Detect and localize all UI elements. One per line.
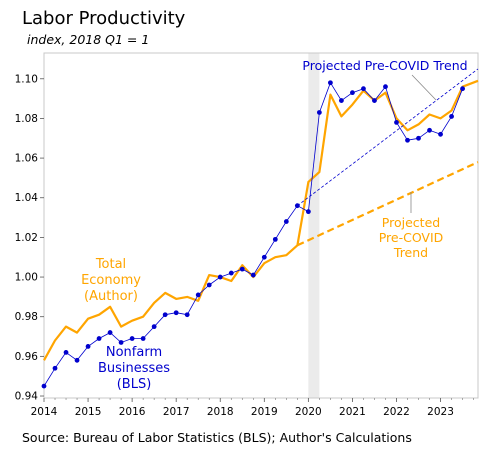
series-total-economy-line xyxy=(43,79,479,361)
chart-title: Labor Productivity xyxy=(22,8,186,29)
nonfarm-point xyxy=(118,340,124,345)
nonfarm-label: (BLS) xyxy=(117,377,152,392)
nonfarm-point xyxy=(316,110,322,115)
nonfarm-point xyxy=(217,274,223,280)
nonfarm-point xyxy=(184,312,190,318)
y-tick-label: 0.96 xyxy=(15,351,39,363)
projected-nonfarm-label: Projected Pre-COVID Trend xyxy=(302,58,467,73)
projected-nonfarm-leader xyxy=(411,74,437,101)
nonfarm-point xyxy=(305,209,311,215)
axes-layer: 0.94 0.96 0.98 1.00 1.02 1.04 1.06 1.08 1.10 2014… xyxy=(15,52,479,418)
nonfarm-point xyxy=(52,365,58,371)
projected-total-label: Projected xyxy=(382,215,440,230)
nonfarm-label: Businesses xyxy=(98,361,170,376)
nonfarm-point xyxy=(272,236,278,242)
nonfarm-point xyxy=(361,86,366,92)
nonfarm-point xyxy=(85,344,91,349)
x-tick-label: 2023 xyxy=(427,406,454,418)
nonfarm-point xyxy=(63,349,69,355)
nonfarm-point xyxy=(129,336,135,341)
y-tick-label: 1.06 xyxy=(15,153,39,165)
x-tick-label: 2014 xyxy=(31,406,58,418)
x-tick-label: 2017 xyxy=(163,406,190,418)
nonfarm-point xyxy=(372,98,377,103)
plot-frame xyxy=(43,52,479,399)
y-tick-label: 1.02 xyxy=(15,232,38,244)
y-tick-label: 0.94 xyxy=(15,391,39,403)
nonfarm-point xyxy=(140,336,146,341)
y-tick-label: 1.08 xyxy=(15,113,38,125)
y-tick-label: 0.98 xyxy=(15,311,38,323)
nonfarm-point xyxy=(41,383,47,389)
total-economy-label: Economy xyxy=(81,273,141,288)
nonfarm-point xyxy=(339,98,344,103)
x-tick-label: 2021 xyxy=(339,406,366,418)
nonfarm-point xyxy=(195,292,201,298)
nonfarm-point xyxy=(74,357,80,363)
total-economy-label: Total xyxy=(95,257,126,272)
nonfarm-point xyxy=(405,137,410,143)
projection-nonfarm-line xyxy=(297,68,479,207)
nonfarm-point xyxy=(162,312,168,318)
shade-layer xyxy=(308,53,320,398)
nonfarm-point xyxy=(261,254,267,260)
projected-total-label: Trend xyxy=(393,245,428,260)
nonfarm-point xyxy=(173,310,179,316)
series-layer xyxy=(41,68,479,389)
x-tick-label: 2015 xyxy=(75,406,102,418)
x-tick-label: 2018 xyxy=(207,406,234,418)
nonfarm-point xyxy=(394,119,399,125)
nonfarm-point xyxy=(107,330,113,335)
nonfarm-point xyxy=(283,219,289,224)
x-tick-label: 2022 xyxy=(383,406,410,418)
nonfarm-point xyxy=(206,282,212,288)
chart-subtitle: index, 2018 Q1 = 1 xyxy=(27,32,150,47)
nonfarm-point xyxy=(250,272,256,278)
nonfarm-point xyxy=(96,336,102,341)
y-tick-label: 1.04 xyxy=(15,192,39,204)
nonfarm-point xyxy=(350,90,355,96)
projection-total-line xyxy=(296,161,479,247)
x-tick-label: 2019 xyxy=(251,406,278,418)
nonfarm-point xyxy=(449,114,454,119)
projected-total-label: Pre-COVID xyxy=(379,230,444,245)
nonfarm-point xyxy=(460,86,465,92)
x-tick-label: 2016 xyxy=(119,406,146,418)
nonfarm-point xyxy=(228,270,234,276)
nonfarm-point xyxy=(239,266,245,272)
total-economy-label: (Author) xyxy=(84,289,138,304)
x-tick-label: 2020 xyxy=(295,406,322,418)
covid-shade xyxy=(308,53,320,398)
nonfarm-point xyxy=(416,135,421,141)
nonfarm-point xyxy=(151,324,157,330)
nonfarm-point xyxy=(438,131,443,137)
nonfarm-label: Nonfarm xyxy=(106,345,162,360)
nonfarm-point xyxy=(383,84,388,90)
y-tick-label: 1.00 xyxy=(15,272,38,284)
y-tick-label: 1.10 xyxy=(15,73,38,85)
source-note: Source: Bureau of Labor Statistics (BLS)… xyxy=(22,430,412,445)
nonfarm-point xyxy=(327,80,333,86)
nonfarm-point xyxy=(427,127,432,133)
